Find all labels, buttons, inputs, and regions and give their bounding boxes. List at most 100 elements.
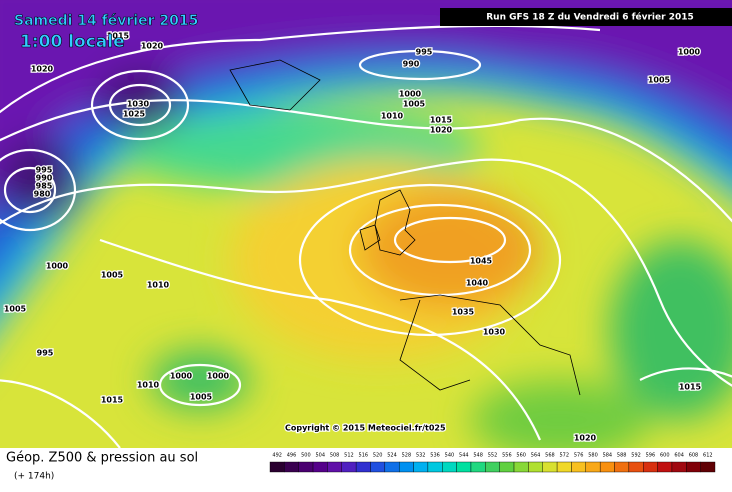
- isobar-label: 1015: [679, 383, 702, 392]
- scale-cell: [269, 461, 285, 473]
- scale-label: 584: [603, 453, 613, 459]
- coastlines: [229, 59, 581, 396]
- scale-label: 596: [646, 453, 656, 459]
- scale-label: 600: [660, 453, 670, 459]
- scale-cell: [298, 461, 314, 473]
- isobar-label: 1025: [123, 110, 146, 119]
- scale-label: 540: [445, 453, 455, 459]
- scale-label: 572: [560, 453, 570, 459]
- isobar-label: 995: [416, 48, 433, 57]
- isobar-label: 1000: [399, 90, 422, 99]
- scale-label: 604: [674, 453, 684, 459]
- scale-label: 524: [387, 453, 397, 459]
- scale-cell: [312, 461, 328, 473]
- map-field: [0, 0, 732, 448]
- copyright: Copyright © 2015 Meteociel.fr/t025: [285, 424, 446, 433]
- isobar-label: 1000: [678, 48, 701, 57]
- scale-cell: [284, 461, 299, 473]
- run-box: [440, 8, 732, 26]
- scale-label: 588: [617, 453, 627, 459]
- isobar-label: 1020: [430, 126, 453, 135]
- isobar-label: 1035: [452, 308, 475, 317]
- scale-cell: [628, 461, 644, 473]
- scale-cell: [571, 461, 587, 473]
- scale-label: 500: [301, 453, 311, 459]
- scale-label: 564: [531, 453, 541, 459]
- isobar-label: 1005: [648, 76, 671, 85]
- scale-cell: [470, 461, 486, 473]
- isobar-label: 1020: [141, 42, 164, 51]
- scale-cell: [643, 461, 658, 473]
- scale-cell: [686, 461, 701, 473]
- scale-cell: [671, 461, 687, 473]
- isobar-label: 1015: [101, 396, 124, 405]
- scale-label: 608: [689, 453, 699, 459]
- scale-cell: [413, 461, 429, 473]
- scale-cell: [700, 461, 716, 473]
- scale-cell: [456, 461, 472, 473]
- scale-label: 496: [287, 453, 297, 459]
- isobar-label: 1005: [101, 271, 124, 280]
- isobar-label: 1005: [190, 393, 213, 402]
- scale-label: 492: [272, 453, 282, 459]
- scale-label: 516: [359, 453, 369, 459]
- scale-cell: [485, 461, 500, 473]
- scale-label: 528: [402, 453, 412, 459]
- isobar-label: 995: [36, 166, 53, 175]
- scale-label: 512: [344, 453, 354, 459]
- isobar-label: 1030: [483, 328, 506, 337]
- scale-label: 508: [330, 453, 340, 459]
- scale-label: 568: [545, 453, 555, 459]
- isobar-label: 980: [34, 190, 51, 199]
- scale-label: 592: [631, 453, 641, 459]
- scale-cell: [556, 461, 572, 473]
- scale-label: 580: [588, 453, 598, 459]
- scale-cell: [427, 461, 443, 473]
- scale-label: 544: [459, 453, 469, 459]
- scale-cell: [398, 461, 414, 473]
- scale-cell: [384, 461, 400, 473]
- isobar-label: 1030: [127, 100, 150, 109]
- isobar-label: 1010: [137, 381, 160, 390]
- scale-label: 520: [373, 453, 383, 459]
- scale-cell: [327, 461, 342, 473]
- scale-cell: [614, 461, 630, 473]
- isobar-label: 1015: [107, 32, 130, 41]
- isobar-label: 990: [403, 60, 420, 69]
- isobar-label: 1000: [170, 372, 193, 381]
- color-scale: 492 496 500 504 508 512 516 520 524 528 532 536 540 5…: [269, 453, 716, 473]
- isobar-label: 995: [37, 349, 54, 358]
- isobar-label: 1020: [574, 434, 597, 443]
- scale-label: 552: [488, 453, 498, 459]
- scale-label: 536: [430, 453, 440, 459]
- isobar-label: 1040: [466, 279, 489, 288]
- isobar-label: 1010: [381, 112, 404, 121]
- isobar-label: 1045: [470, 257, 493, 266]
- isobar-label: 1005: [4, 305, 27, 314]
- scale-cell: [542, 461, 558, 473]
- footer-lead: (+ 174h): [14, 472, 54, 482]
- scale-label: 576: [574, 453, 584, 459]
- forecast-time: 1:00 locale: [20, 32, 125, 52]
- scale-label: 504: [315, 453, 325, 459]
- isobar-label: 1020: [31, 65, 54, 74]
- isobar-label: 1005: [403, 100, 426, 109]
- scale-cell: [442, 461, 457, 473]
- footer-title: Géop. Z500 & pression au sol: [6, 451, 198, 466]
- isobar-label: 1015: [430, 116, 453, 125]
- scale-cell: [341, 461, 357, 473]
- scale-cell: [599, 461, 615, 473]
- isobar-label: 1010: [147, 281, 170, 290]
- scale-cell: [355, 461, 371, 473]
- run-info: Run GFS 18 Z du Vendredi 6 février 2015: [486, 12, 694, 23]
- isobar-label: 990: [36, 174, 53, 183]
- scale-cell: [528, 461, 543, 473]
- scale-cell: [585, 461, 601, 473]
- isobar-label: 985: [36, 182, 53, 191]
- scale-label: 532: [416, 453, 426, 459]
- scale-label: 548: [473, 453, 483, 459]
- scale-label: 612: [703, 453, 713, 459]
- scale-cell: [657, 461, 673, 473]
- scale-cell: [499, 461, 515, 473]
